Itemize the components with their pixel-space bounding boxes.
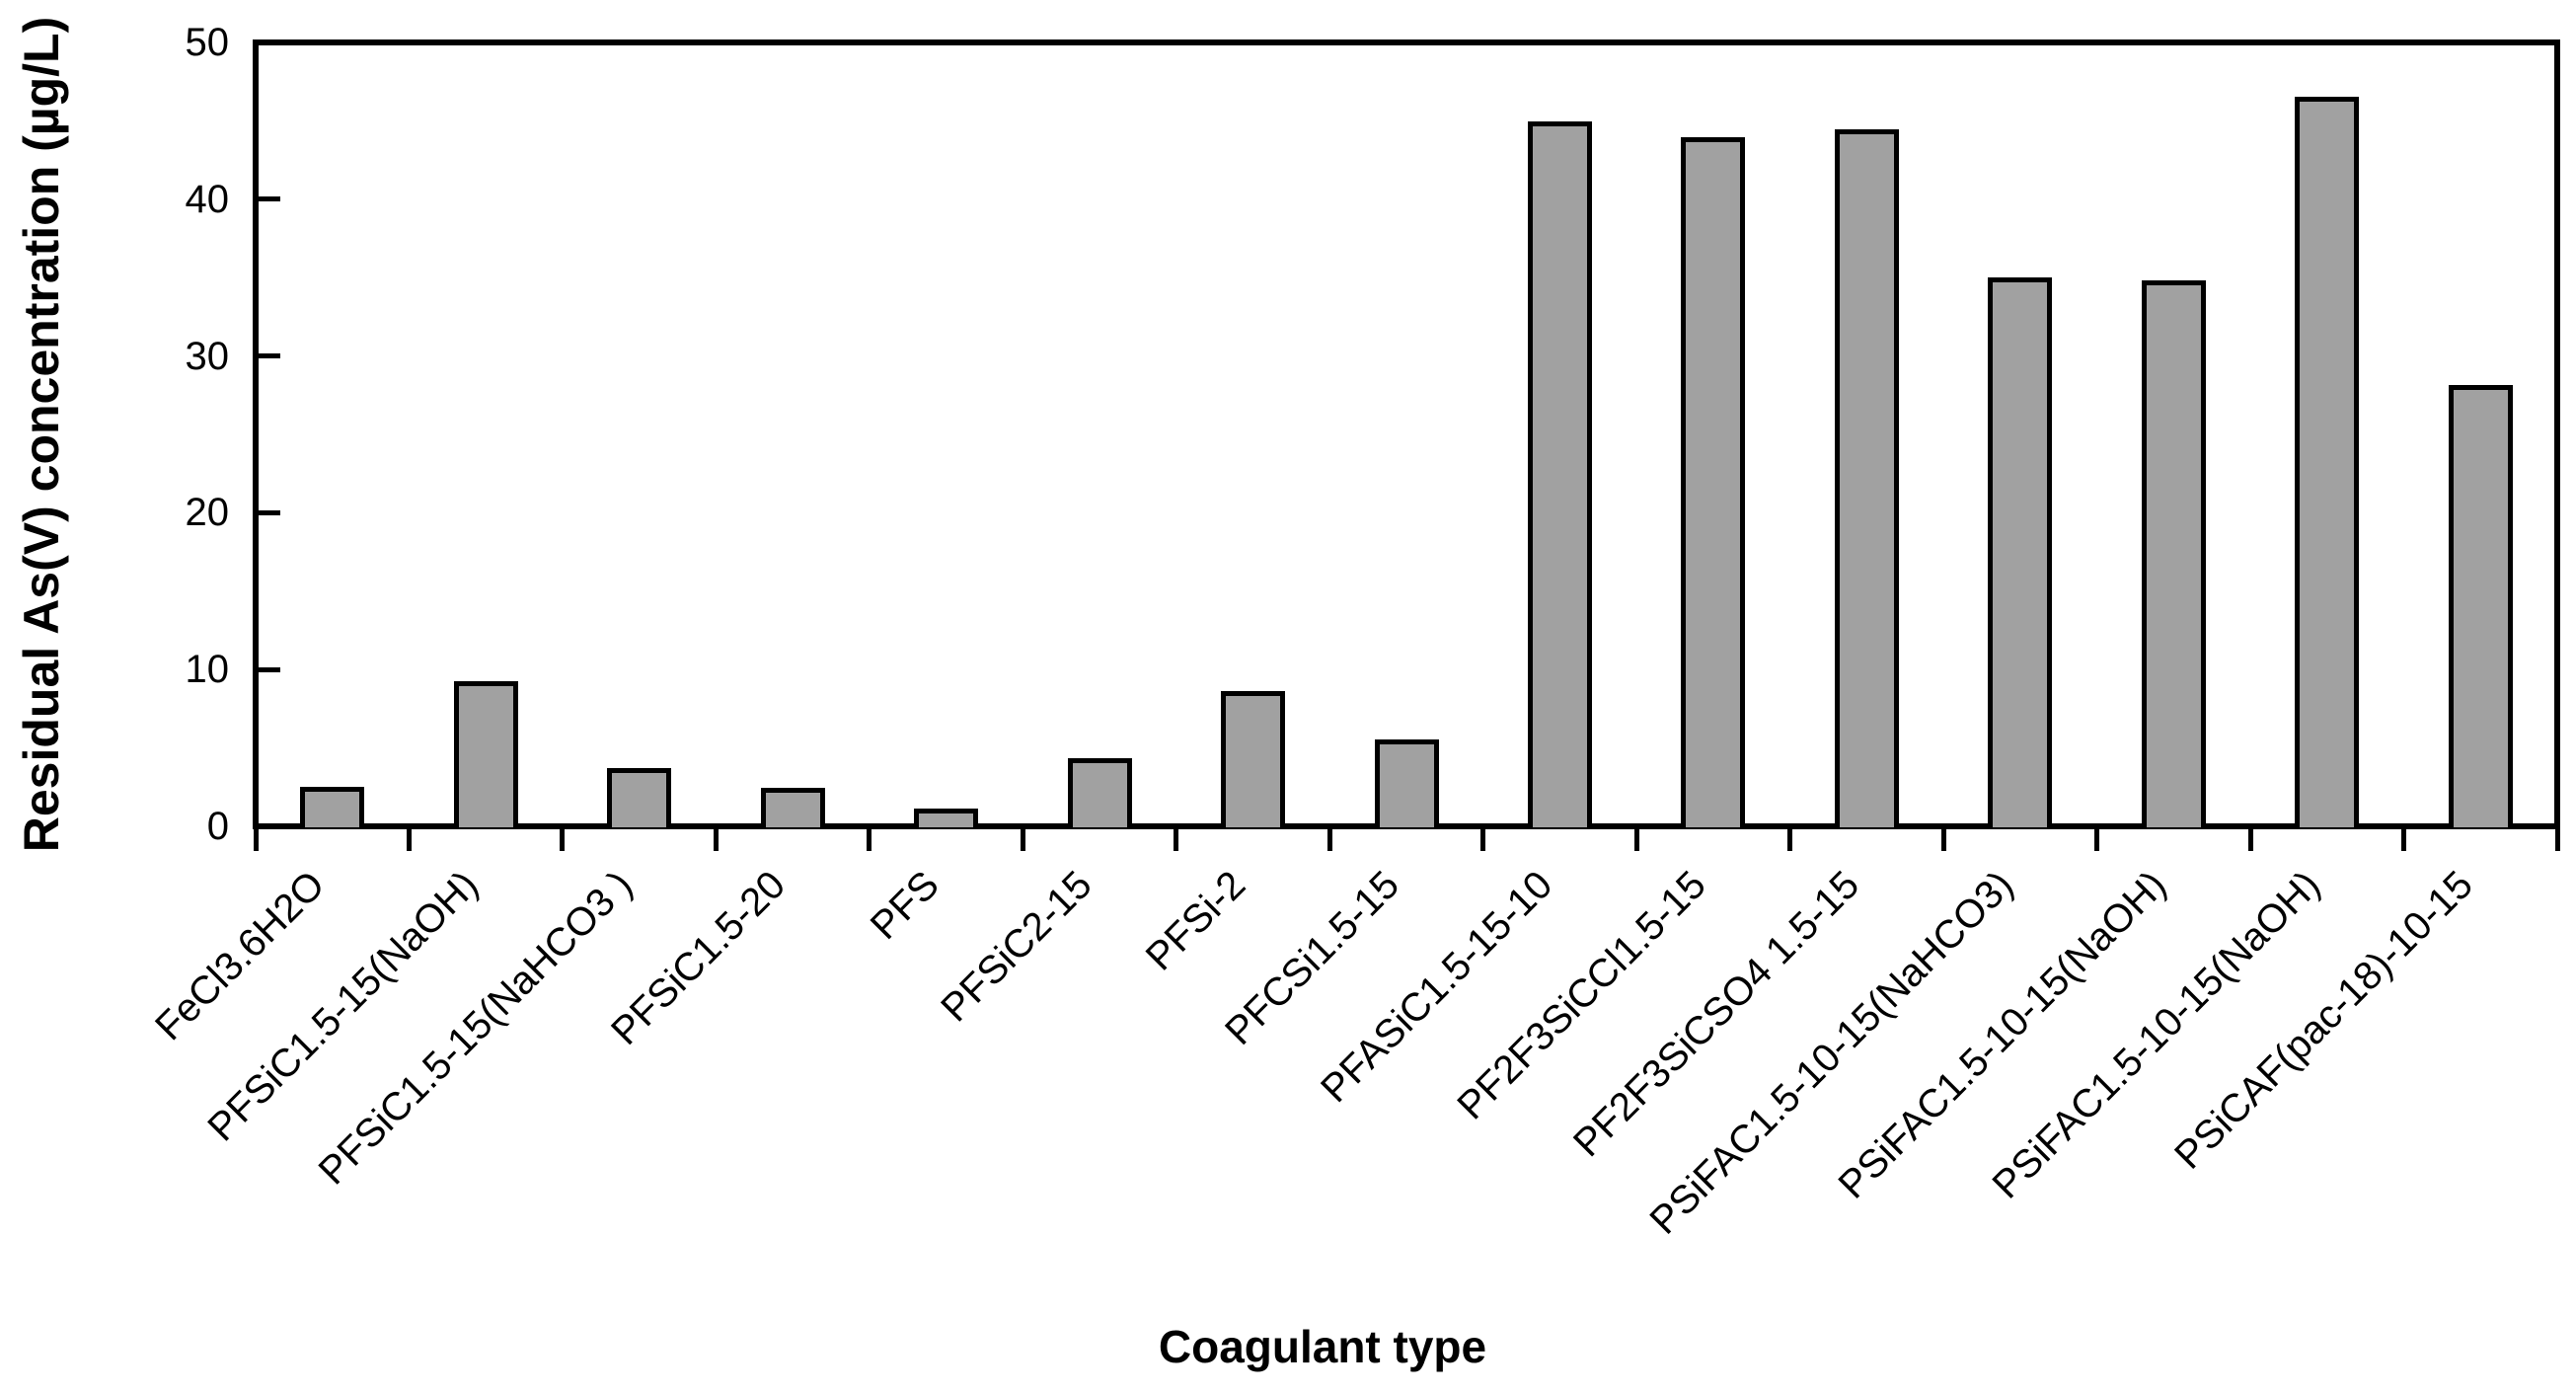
x-axis-tick: [2401, 829, 2407, 851]
bar: [1988, 277, 2053, 827]
bar: [2295, 97, 2360, 827]
x-tick-label: PF2F3SiCSO4 1.5-15: [1565, 863, 1868, 1166]
y-tick-label: 0: [206, 805, 229, 848]
y-tick-label: 40: [185, 177, 230, 221]
x-tick-label: PFSiC2-15: [933, 863, 1101, 1031]
x-axis-tick: [1174, 829, 1179, 851]
y-tick-label: 10: [185, 648, 230, 692]
bar: [1067, 758, 1132, 827]
x-axis-title: Coagulant type: [1158, 1321, 1487, 1372]
x-axis-tick: [1940, 829, 1946, 851]
x-tick-label: PFSiC1.5-15(NaOH): [199, 863, 488, 1150]
y-tick-label: 50: [185, 21, 230, 64]
y-axis-tick: [259, 353, 280, 359]
bar: [760, 788, 825, 827]
bar: [453, 681, 518, 827]
x-axis-tick: [1787, 829, 1793, 851]
x-tick-label: PSiFAC1.5-10-15(NaOH): [1830, 863, 2175, 1207]
y-axis-tick: [259, 666, 280, 672]
x-tick-label: PSiCAF(pac-18)-10-15: [2166, 863, 2482, 1178]
bar: [1221, 691, 1286, 827]
x-axis-tick: [1480, 829, 1486, 851]
x-tick-label: PFSi-2: [1138, 863, 1254, 979]
bar: [914, 809, 979, 827]
x-tick-label: PFSiC1.5-15(NaHCO3 ): [310, 863, 641, 1194]
y-tick-label: 30: [185, 334, 230, 378]
x-axis-tick: [560, 829, 566, 851]
y-tick-label: 20: [185, 491, 230, 535]
bar: [300, 787, 365, 827]
plot-area: [253, 39, 2560, 829]
bar: [2448, 385, 2513, 827]
x-axis-tick: [2247, 829, 2253, 851]
bar: [1681, 137, 1746, 827]
bar: [1374, 739, 1439, 827]
bar: [607, 768, 672, 827]
x-axis-tick: [1020, 829, 1025, 851]
x-axis-tick: [1326, 829, 1332, 851]
x-tick-label: PFS: [862, 863, 947, 949]
y-axis-tick: [259, 196, 280, 202]
bar: [1527, 121, 1592, 827]
x-axis-tick: [713, 829, 719, 851]
x-axis-tick: [406, 829, 412, 851]
x-axis-tick: [867, 829, 872, 851]
x-axis-tick: [1633, 829, 1639, 851]
bar: [1834, 129, 1899, 827]
x-axis-tick: [2094, 829, 2100, 851]
bar: [2141, 280, 2206, 827]
x-axis-tick: [2554, 829, 2560, 851]
y-axis-tick: [259, 509, 280, 515]
x-axis-tick: [253, 829, 259, 851]
y-axis-title: Residual As(V) concentration (µg/L): [14, 16, 69, 853]
